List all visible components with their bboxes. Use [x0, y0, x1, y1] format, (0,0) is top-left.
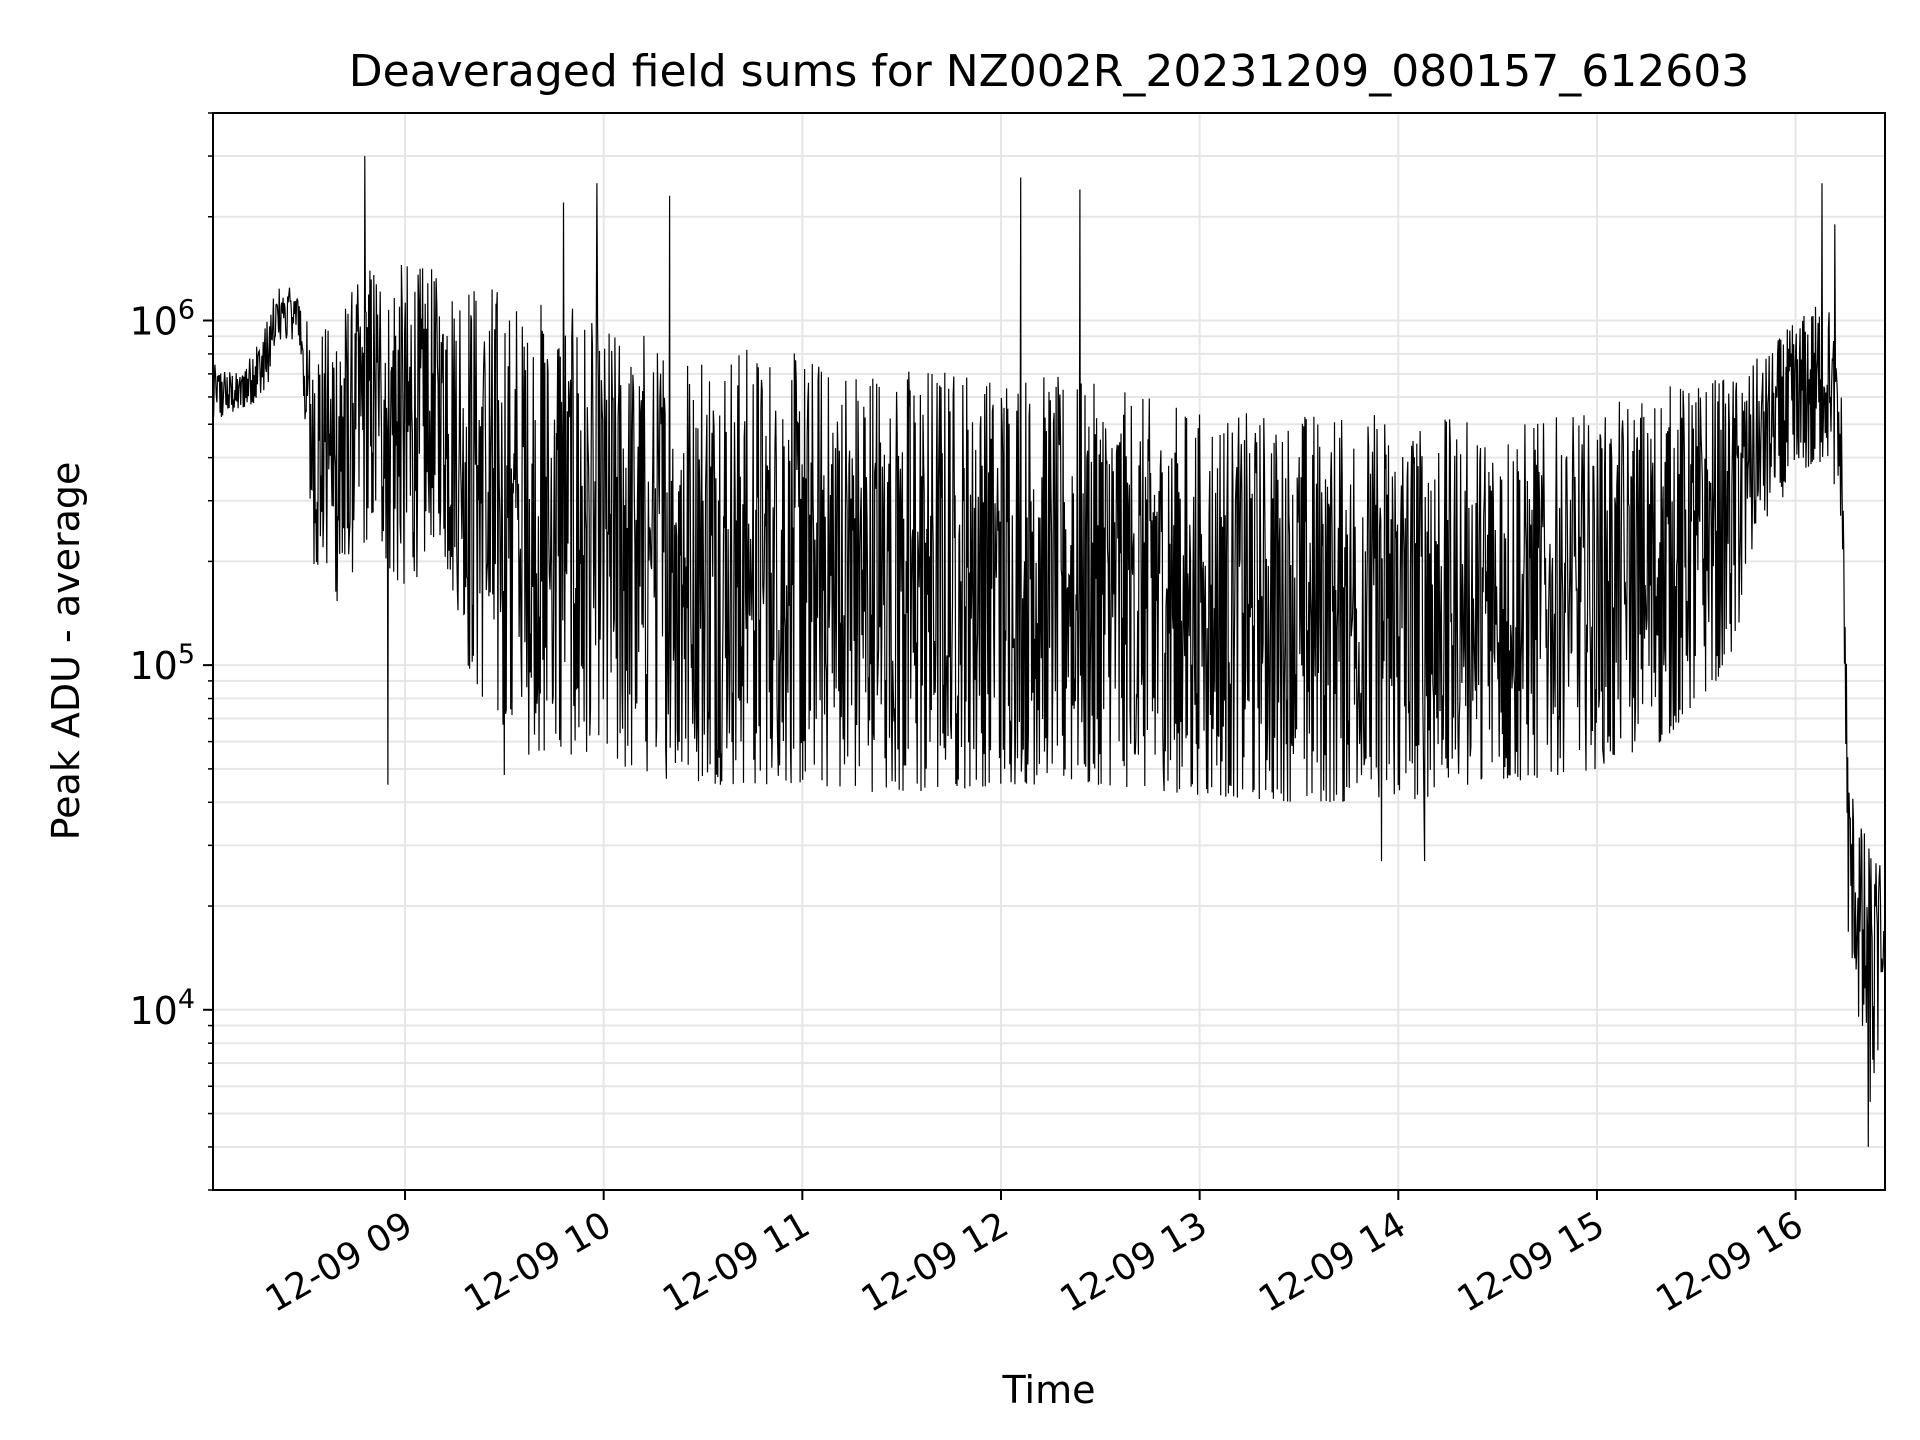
y-axis-ticks: 104 105 106 — [129, 112, 213, 1191]
chart-title: Deaveraged field sums for NZ002R_2023120… — [349, 46, 1749, 97]
series-line — [212, 156, 1886, 1147]
data-series — [212, 156, 1886, 1147]
y-tick-label: 106 — [129, 294, 195, 343]
y-tick-label: 104 — [129, 984, 195, 1033]
x-axis-label: Time — [1002, 1368, 1096, 1412]
plot-area-frame — [212, 112, 1886, 1191]
y-tick-label: 105 — [129, 639, 195, 688]
y-axis-label: Peak ADU - average — [44, 462, 88, 841]
